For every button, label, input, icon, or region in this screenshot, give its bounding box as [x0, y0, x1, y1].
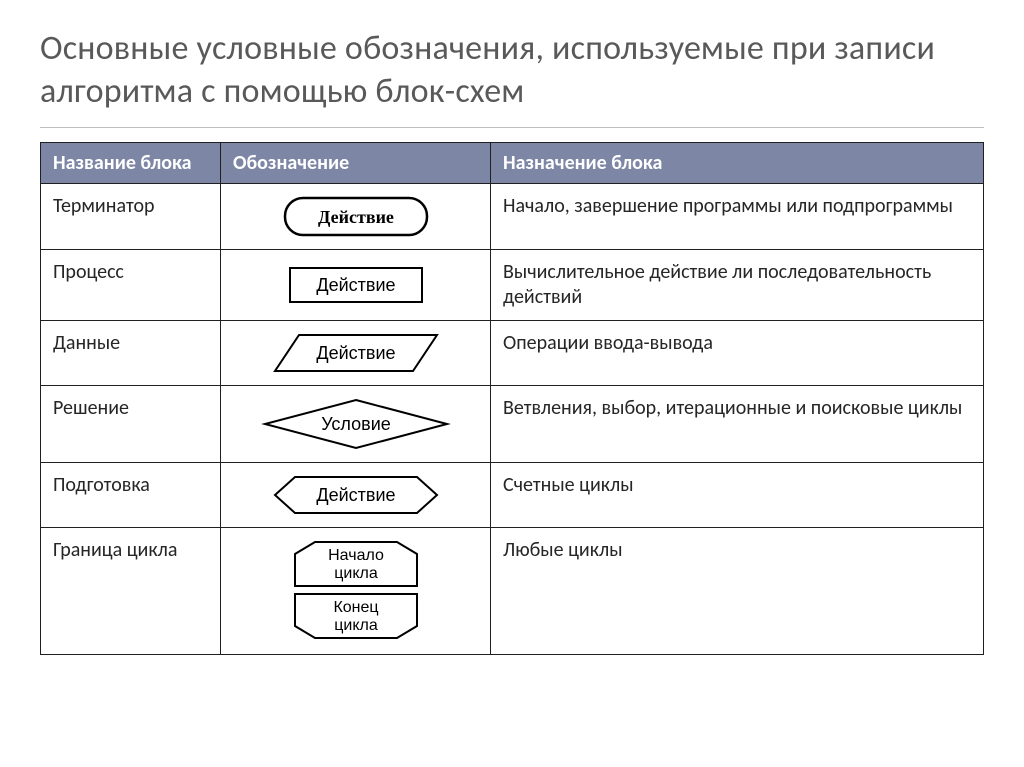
- shape-label: Действие: [316, 485, 395, 505]
- table-header-row: Название блока Обозначение Назначение бл…: [41, 143, 984, 184]
- cell-symbol: Начало цикла Конец цикла: [221, 528, 491, 655]
- table-row: Процесс Действие Вычислительное действие…: [41, 250, 984, 321]
- header-symbol: Обозначение: [221, 143, 491, 184]
- cell-purpose: Ветвления, выбор, итерационные и поисков…: [491, 386, 984, 463]
- cell-name: Решение: [41, 386, 221, 463]
- cell-purpose: Начало, завершение программы или подпрог…: [491, 184, 984, 250]
- loop-icon: Начало цикла Конец цикла: [291, 538, 421, 644]
- cell-purpose: Вычислительное действие ли последователь…: [491, 250, 984, 321]
- header-purpose: Назначение блока: [491, 143, 984, 184]
- table-row: Граница цикла Начало цикла Конец цикла Л…: [41, 528, 984, 655]
- shape-label: Действие: [318, 207, 394, 227]
- preparation-icon: Действие: [271, 473, 441, 517]
- cell-name: Процесс: [41, 250, 221, 321]
- cell-symbol: Условие: [221, 386, 491, 463]
- cell-purpose: Счетные циклы: [491, 463, 984, 528]
- shape-label-bottom-line2: цикла: [334, 617, 378, 634]
- shape-label-top-line2: цикла: [334, 565, 378, 582]
- cell-name: Данные: [41, 321, 221, 386]
- table-row: Терминатор Действие Начало, завершение п…: [41, 184, 984, 250]
- process-icon: Действие: [286, 264, 426, 306]
- title-divider: [40, 127, 984, 128]
- flowchart-symbols-table: Название блока Обозначение Назначение бл…: [40, 142, 984, 655]
- cell-symbol: Действие: [221, 321, 491, 386]
- table-row: Подготовка Действие Счетные циклы: [41, 463, 984, 528]
- cell-symbol: Действие: [221, 184, 491, 250]
- cell-name: Граница цикла: [41, 528, 221, 655]
- shape-label: Действие: [316, 343, 395, 363]
- shape-label-bottom-line1: Конец: [333, 599, 378, 616]
- cell-symbol: Действие: [221, 463, 491, 528]
- cell-purpose: Любые циклы: [491, 528, 984, 655]
- shape-label-top-line1: Начало: [328, 547, 384, 564]
- decision-icon: Условие: [261, 396, 451, 452]
- shape-label: Действие: [316, 275, 395, 295]
- data-icon: Действие: [271, 331, 441, 375]
- cell-purpose: Операции ввода-вывода: [491, 321, 984, 386]
- slide: Основные условные обозначения, используе…: [0, 0, 1024, 675]
- cell-name: Подготовка: [41, 463, 221, 528]
- header-name: Название блока: [41, 143, 221, 184]
- table-row: Решение Условие Ветвления, выбор, итерац…: [41, 386, 984, 463]
- cell-name: Терминатор: [41, 184, 221, 250]
- terminator-icon: Действие: [281, 194, 431, 239]
- cell-symbol: Действие: [221, 250, 491, 321]
- page-title: Основные условные обозначения, используе…: [40, 28, 984, 113]
- table-row: Данные Действие Операции ввода-вывода: [41, 321, 984, 386]
- shape-label: Условие: [321, 414, 391, 434]
